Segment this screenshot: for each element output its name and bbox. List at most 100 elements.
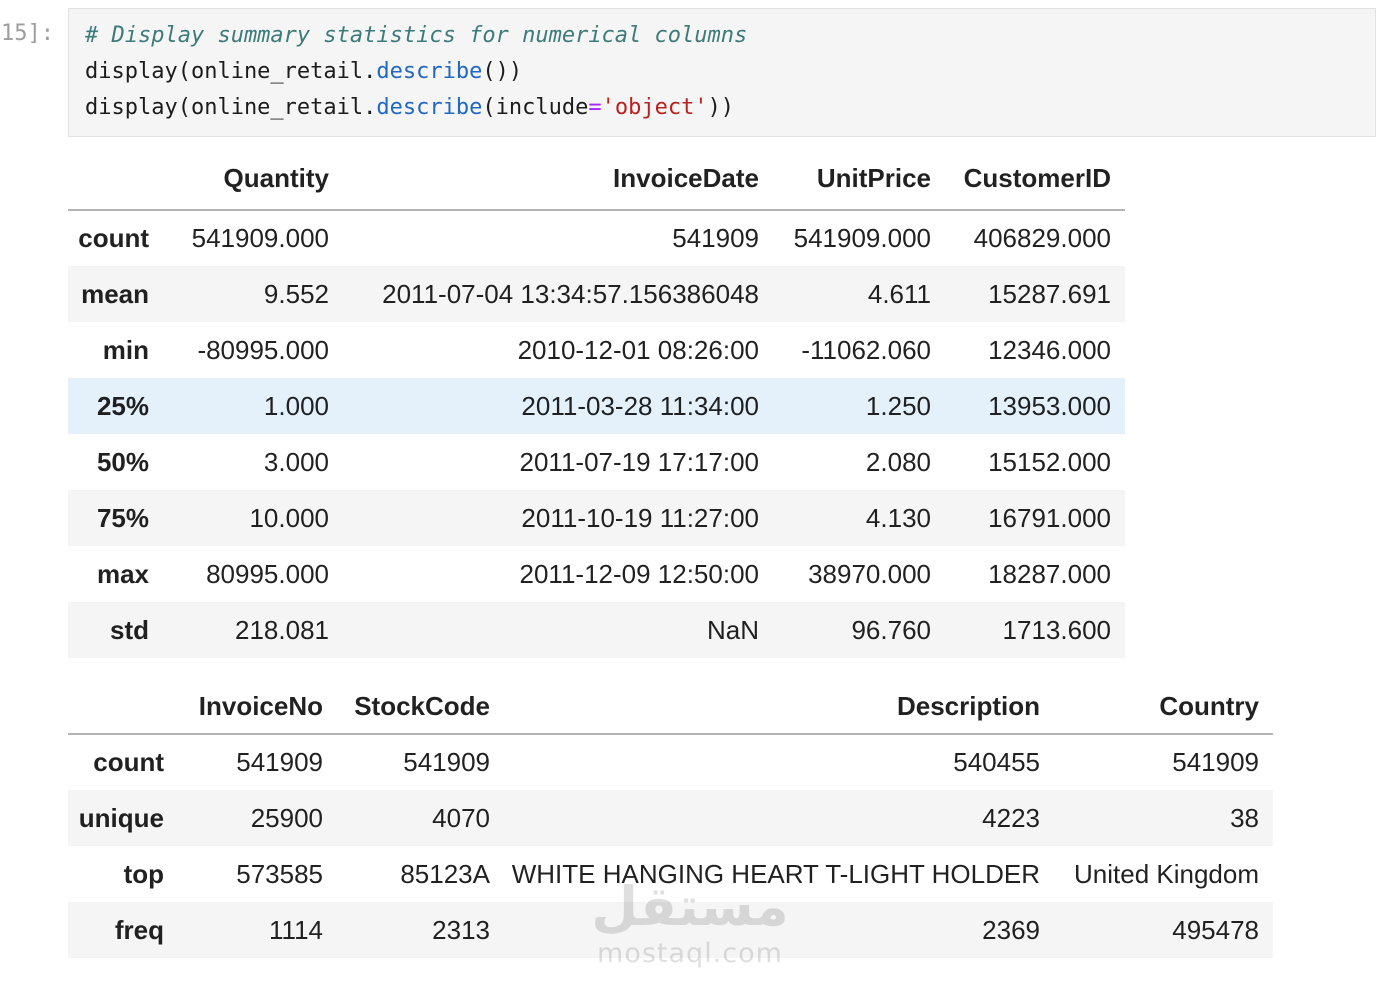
row-label: count [93,747,164,777]
code-editor[interactable]: # Display summary statistics for numeric… [85,18,1359,126]
table-cell: 1.000 [263,390,329,421]
table-cell: 25900 [250,802,323,833]
table-cell: 2313 [432,914,490,945]
table-row: top 573585 85123A WHITE HANGING HEART T-LIG… [68,846,1273,902]
code-token: # Display summary statistics for numeric… [85,23,748,48]
table-cell: 2011-10-19 11:27:00 [521,502,759,533]
table-cell: 38 [1230,802,1259,833]
row-label: std [110,614,149,645]
table-row: freq 1114 2313 2369 495478 [68,902,1273,958]
code-token: (include [482,95,589,120]
column-header: Quantity [163,148,343,211]
table-cell: United Kingdom [1074,858,1259,889]
table-row: max 80995.000 2011-12-09 12:50:00 38970.000… [68,546,1125,602]
row-label: count [78,223,149,253]
table-cell: 541909 [672,223,759,253]
table-cell: -80995.000 [197,334,329,365]
table-cell: 80995.000 [206,558,329,589]
column-header: StockCode [337,680,504,735]
table-cell: 2011-12-09 12:50:00 [519,558,760,589]
table-row: unique 25900 4070 4223 38 [68,790,1273,846]
code-token: display(online_retail. [85,95,377,120]
row-label: max [96,558,149,589]
table-cell: 495478 [1172,914,1259,945]
header-row: InvoiceNo StockCode Description Country [68,680,1273,735]
table-cell: 541909 [1172,747,1259,777]
table-cell: 406829.000 [973,223,1111,253]
column-header: CustomerID [945,148,1125,211]
table-cell: 1713.600 [1002,614,1111,645]
table-cell: 16791.000 [988,502,1111,533]
table-cell: 541909 [236,747,323,777]
code-token: describe [376,59,483,84]
row-label: min [102,334,149,365]
table-cell: 540455 [953,747,1040,777]
table-cell: 18287.000 [988,558,1111,589]
table-cell: -11062.060 [801,334,931,365]
code-token: display(online_retail. [85,59,377,84]
row-label: mean [81,278,149,309]
column-header: InvoiceDate [343,148,773,211]
code-token: describe [376,95,483,120]
table-cell: 2369 [982,914,1040,945]
table-cell: 15287.691 [988,278,1111,309]
code-line: # Display summary statistics for numeric… [85,18,1359,54]
table-row: count 541909.000 541909 541909.000 406829.00… [68,210,1125,266]
table-row: 75% 10.000 2011-10-19 11:27:00 4.130 16791.0… [68,490,1125,546]
row-label: 75% [96,502,149,533]
table-cell: 9.552 [263,278,329,309]
table-cell: 541909.000 [793,223,931,253]
table-cell: 4.130 [865,502,931,533]
index-corner [68,680,178,735]
table-cell: 4223 [982,802,1040,833]
table-cell: 218.081 [235,614,329,645]
row-label: unique [78,802,164,833]
code-token: = [588,95,602,120]
table-cell: 541909.000 [191,223,329,253]
column-header: Country [1054,680,1273,735]
table-row: count 541909 541909 540455 541909 [68,734,1273,790]
table-cell: 2010-12-01 08:26:00 [517,334,759,365]
table-cell: 38970.000 [808,558,931,589]
describe-numeric-table: Quantity InvoiceDate UnitPrice CustomerID co… [68,148,1125,658]
table-cell: 12346.000 [988,334,1111,365]
table-cell: 2.080 [865,446,931,477]
table-cell: 4.611 [867,278,931,309]
table-cell: 10.000 [249,502,329,533]
column-header: UnitPrice [773,148,945,211]
code-token: )) [707,95,735,120]
code-line: display(online_retail.describe()) [85,54,1359,90]
row-label: top [123,858,164,889]
table-cell: 13953.000 [988,390,1111,421]
table-cell: 541909 [403,747,490,777]
table-row: 50% 3.000 2011-07-19 17:17:00 2.080 15152.00… [68,434,1125,490]
code-token: 'object' [601,95,708,120]
table-cell: WHITE HANGING HEART T-LIGHT HOLDER [511,858,1040,889]
table-cell: 2011-03-28 11:34:00 [521,390,759,421]
table-cell: 2011-07-19 17:17:00 [519,446,760,477]
row-label: freq [114,914,164,945]
code-line: display(online_retail.describe(include='… [85,90,1359,126]
row-label: 25% [96,390,149,421]
table-cell: 96.760 [851,614,931,645]
table-cell: 1.250 [865,390,931,421]
describe-object: InvoiceNo StockCode Description Country coun… [68,680,1273,958]
table-row: 25% 1.000 2011-03-28 11:34:00 1.250 13953.00… [68,378,1125,434]
row-label: 50% [96,446,149,477]
table-cell: 1114 [269,914,323,945]
table-cell: 4070 [432,802,490,833]
describe-numeric: Quantity InvoiceDate UnitPrice CustomerID co… [68,148,1125,658]
table-cell: NaN [706,614,759,645]
header-row: Quantity InvoiceDate UnitPrice CustomerID [68,148,1125,211]
code-token: ()) [482,59,523,84]
table-row: mean 9.552 2011-07-04 13:34:57.156386048 4.… [68,266,1125,322]
table-cell: 2011-07-04 13:34:57.156386048 [382,278,759,309]
index-corner [68,148,163,211]
table-row: std 218.081 NaN 96.760 1713.600 [68,602,1125,658]
describe-object-table: InvoiceNo StockCode Description Country coun… [68,680,1273,958]
table-row: min -80995.000 2010-12-01 08:26:00 -11062.0… [68,322,1125,378]
column-header: Description [504,680,1054,735]
code-cell[interactable]: # Display summary statistics for numeric… [68,8,1376,137]
table-cell: 85123A [400,858,490,889]
table-cell: 15152.000 [988,446,1111,477]
